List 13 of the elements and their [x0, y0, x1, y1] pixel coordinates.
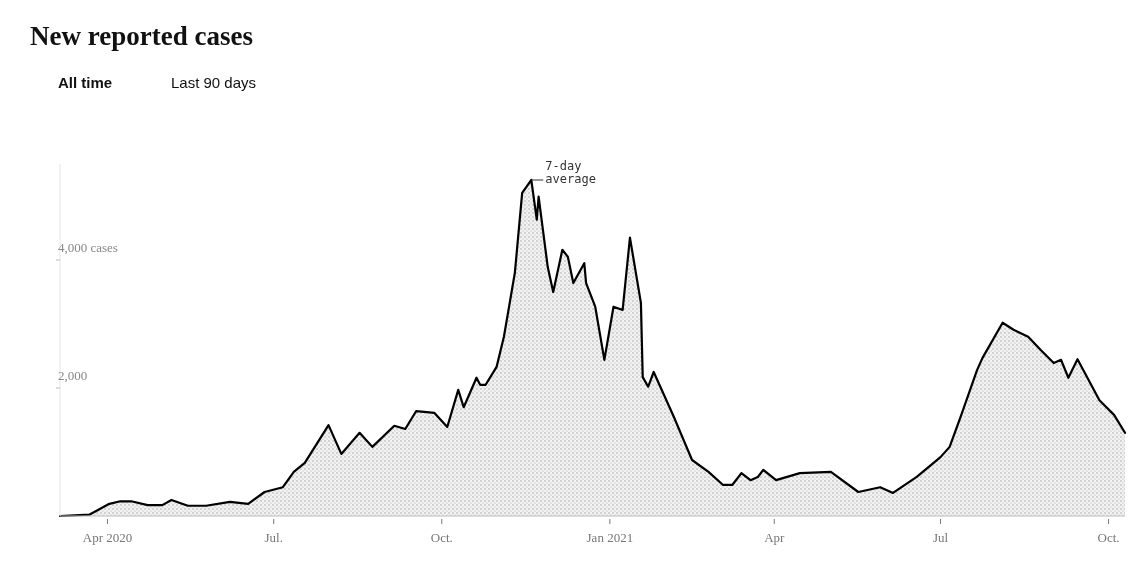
y-tick-label: 2,000 — [58, 368, 88, 383]
x-tick-label: Apr 2020 — [82, 530, 133, 545]
text: Last 90 days — [171, 74, 257, 91]
x-tick-label: Oct. — [1097, 530, 1120, 545]
x-tick-label: Oct. — [430, 530, 453, 545]
chart-title: New reported cases — [30, 21, 253, 51]
x-tick-label: Jul — [932, 530, 949, 545]
text: All time — [58, 74, 113, 91]
annotation: 7-day average — [545, 159, 596, 186]
x-tick-label: Jul. — [264, 530, 283, 545]
x-tick-label: Jan 2021 — [586, 530, 634, 545]
y-tick-label: 4,000 cases — [58, 240, 118, 255]
x-tick-label: Apr — [764, 530, 786, 545]
